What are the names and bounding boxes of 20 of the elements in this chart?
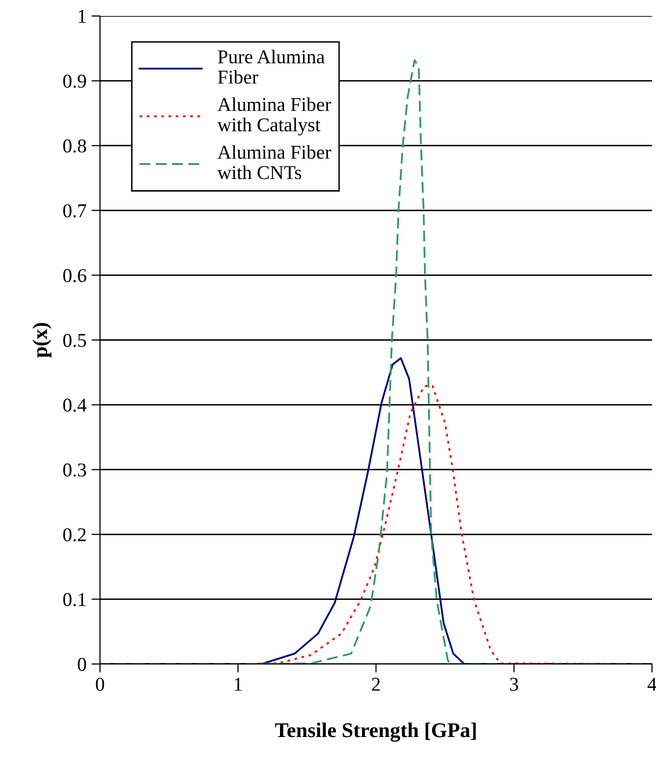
legend-label: Alumina Fiber with CNTs [217, 145, 332, 180]
y-tick-label: 0.9 [63, 74, 86, 88]
y-tick-label: 0.2 [63, 528, 86, 542]
x-tick-label: 1 [234, 678, 242, 691]
y-tick-label: 0.8 [63, 139, 86, 153]
y-tick-label: 1 [78, 10, 86, 23]
x-tick-label: 0 [96, 678, 104, 691]
legend-label: Alumina Fiber with Catalyst [217, 97, 332, 136]
y-tick-label: 0.6 [63, 269, 86, 282]
y-tick-label: 0.1 [63, 593, 86, 606]
x-tick-label: 3 [510, 678, 518, 691]
y-tick-label: 0.5 [63, 334, 86, 348]
legend-label: Pure Alumina Fiber [218, 50, 325, 84]
y-tick-label: 0.3 [63, 463, 86, 477]
x-axis-title: Tensile Strength [GPa] [275, 722, 476, 742]
y-tick-label: 0 [78, 658, 86, 671]
y-axis-title: p(x) [32, 322, 52, 358]
y-tick-label: 0.4 [63, 398, 86, 412]
y-tick-label: 0.7 [63, 204, 86, 218]
x-tick-label: 2 [372, 678, 380, 691]
